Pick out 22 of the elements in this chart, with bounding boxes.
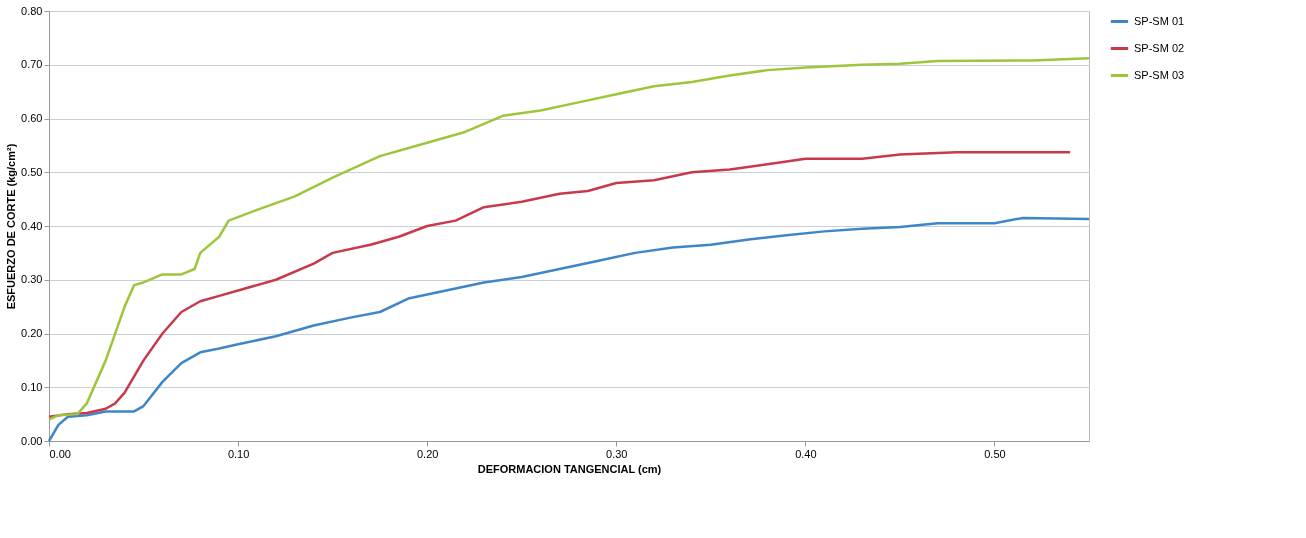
y-tick-label: 0.50 (21, 165, 43, 178)
y-tick-label: 0.40 (21, 219, 43, 232)
y-tick-label: 0.60 (21, 112, 43, 124)
legend-label: SP-SM 02 (1134, 41, 1185, 54)
x-tick-label: 0.50 (984, 447, 1006, 460)
x-tick-label: 0.30 (606, 447, 628, 460)
line-series (47, 151, 1072, 419)
line-series (47, 57, 1091, 421)
legend-label: SP-SM 01 (1134, 14, 1185, 27)
x-tick-label: 0.40 (795, 447, 817, 460)
y-tick-label: 0.70 (21, 58, 43, 71)
legend-label: SP-SM 03 (1134, 68, 1185, 81)
y-tick-label: 0.20 (21, 327, 43, 339)
x-tick-label: 0.00 (49, 447, 71, 460)
y-tick-label: 0.30 (21, 273, 43, 286)
y-tick-label: 0.00 (21, 434, 43, 447)
x-tick-label: 0.20 (416, 447, 439, 460)
x-tick-label: 0.10 (227, 447, 250, 460)
y-tick-label: 0.80 (21, 4, 43, 17)
y-tick-label: 0.10 (21, 380, 43, 393)
x-axis-title: DEFORMACION TANGENCIAL (cm) (477, 462, 662, 475)
y-axis-title: ESFUERZO DE CORTE (kg/cm²) (5, 143, 18, 310)
